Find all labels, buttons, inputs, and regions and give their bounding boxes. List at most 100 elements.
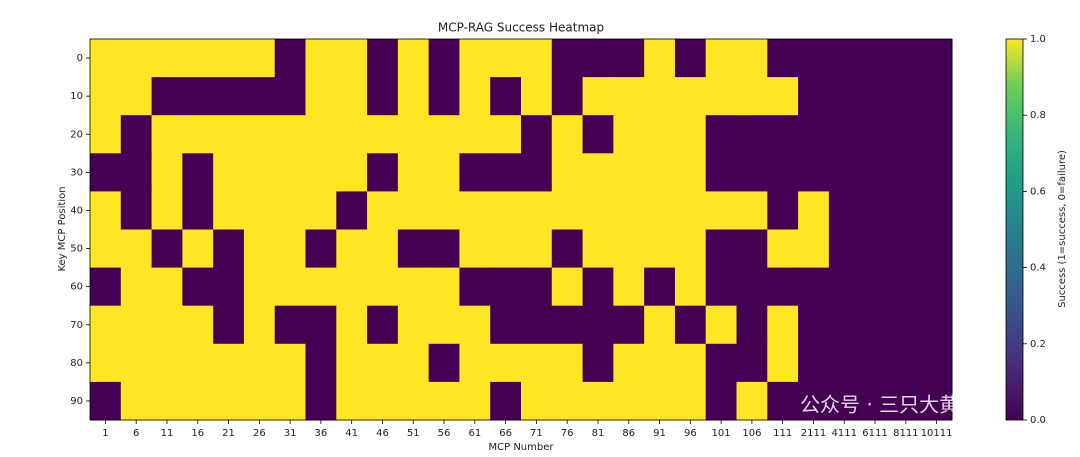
cell (151, 381, 183, 421)
cell (90, 191, 122, 230)
cell (274, 305, 306, 345)
cell (767, 267, 799, 307)
cell (397, 191, 430, 230)
cell (151, 343, 183, 383)
y-tick-label: 40 (70, 205, 83, 216)
cell (859, 267, 891, 307)
cell (182, 191, 214, 230)
cell (90, 39, 122, 78)
cell (644, 305, 676, 345)
watermark: 公众号 · 三只大黄 (800, 393, 959, 417)
cell (828, 343, 861, 383)
cell (428, 343, 460, 383)
cell (890, 77, 922, 116)
cell (674, 115, 707, 154)
cell (182, 343, 214, 383)
cell (120, 77, 153, 116)
cell (274, 381, 306, 421)
cell (582, 39, 614, 78)
cell (582, 115, 614, 154)
x-tick-label: 91 (653, 428, 666, 439)
cell (120, 115, 153, 154)
cell (305, 305, 337, 345)
x-tick-label: 26 (253, 428, 266, 439)
cell (705, 343, 737, 383)
cell (151, 267, 183, 307)
cell (859, 77, 891, 116)
cell (551, 381, 584, 421)
cell (490, 191, 522, 230)
cell (798, 229, 830, 269)
cell (921, 191, 953, 230)
cell (367, 343, 399, 383)
cell (798, 115, 830, 154)
cell (890, 267, 922, 307)
cell (243, 115, 276, 154)
cell (120, 343, 153, 383)
cell (705, 115, 737, 154)
cell (705, 267, 737, 307)
cell (551, 153, 584, 192)
cell (521, 305, 553, 345)
cell (767, 343, 799, 383)
x-tick-label: 111 (773, 428, 792, 439)
y-tick-label: 50 (70, 244, 83, 255)
cell (798, 153, 830, 192)
cell (213, 343, 245, 383)
cell (613, 343, 645, 383)
cell (151, 191, 183, 230)
cell (336, 305, 368, 345)
x-tick-label: 81 (592, 428, 605, 439)
cell (859, 343, 891, 383)
cell (890, 115, 922, 154)
cell (921, 267, 953, 307)
cell (182, 229, 214, 269)
cell (428, 153, 460, 192)
cell (336, 229, 368, 269)
y-tick-label: 30 (70, 167, 83, 178)
cell (367, 39, 399, 78)
cell (305, 153, 337, 192)
cell (243, 343, 276, 383)
cell (890, 39, 922, 78)
cell (736, 153, 768, 192)
x-tick-label: 16 (191, 428, 204, 439)
cell (151, 229, 183, 269)
cell (736, 39, 768, 78)
cell (859, 39, 891, 78)
cell (613, 305, 645, 345)
x-tick-label: 6111 (862, 428, 887, 439)
cell (305, 39, 337, 78)
cell (243, 229, 276, 269)
y-tick-label: 60 (70, 282, 83, 293)
cell (521, 39, 553, 78)
cell (305, 229, 337, 269)
x-tick-label: 56 (438, 428, 451, 439)
cell (182, 39, 214, 78)
cell (767, 115, 799, 154)
cell (736, 381, 768, 421)
cell (551, 267, 584, 307)
cell (521, 229, 553, 269)
x-tick-label: 61 (468, 428, 481, 439)
cell (551, 39, 584, 78)
cell (644, 229, 676, 269)
cell (336, 343, 368, 383)
cell (644, 39, 676, 78)
cell (674, 39, 707, 78)
cell (767, 191, 799, 230)
cell (367, 229, 399, 269)
cell (397, 381, 430, 421)
cell (736, 267, 768, 307)
heatmap-cells (90, 39, 953, 421)
cell (767, 305, 799, 345)
cell (120, 381, 153, 421)
cell (336, 39, 368, 78)
cell (151, 77, 183, 116)
cell (798, 39, 830, 78)
cell (459, 305, 491, 345)
cell (828, 305, 861, 345)
cell (90, 381, 122, 421)
cell (582, 305, 614, 345)
cell (459, 381, 491, 421)
